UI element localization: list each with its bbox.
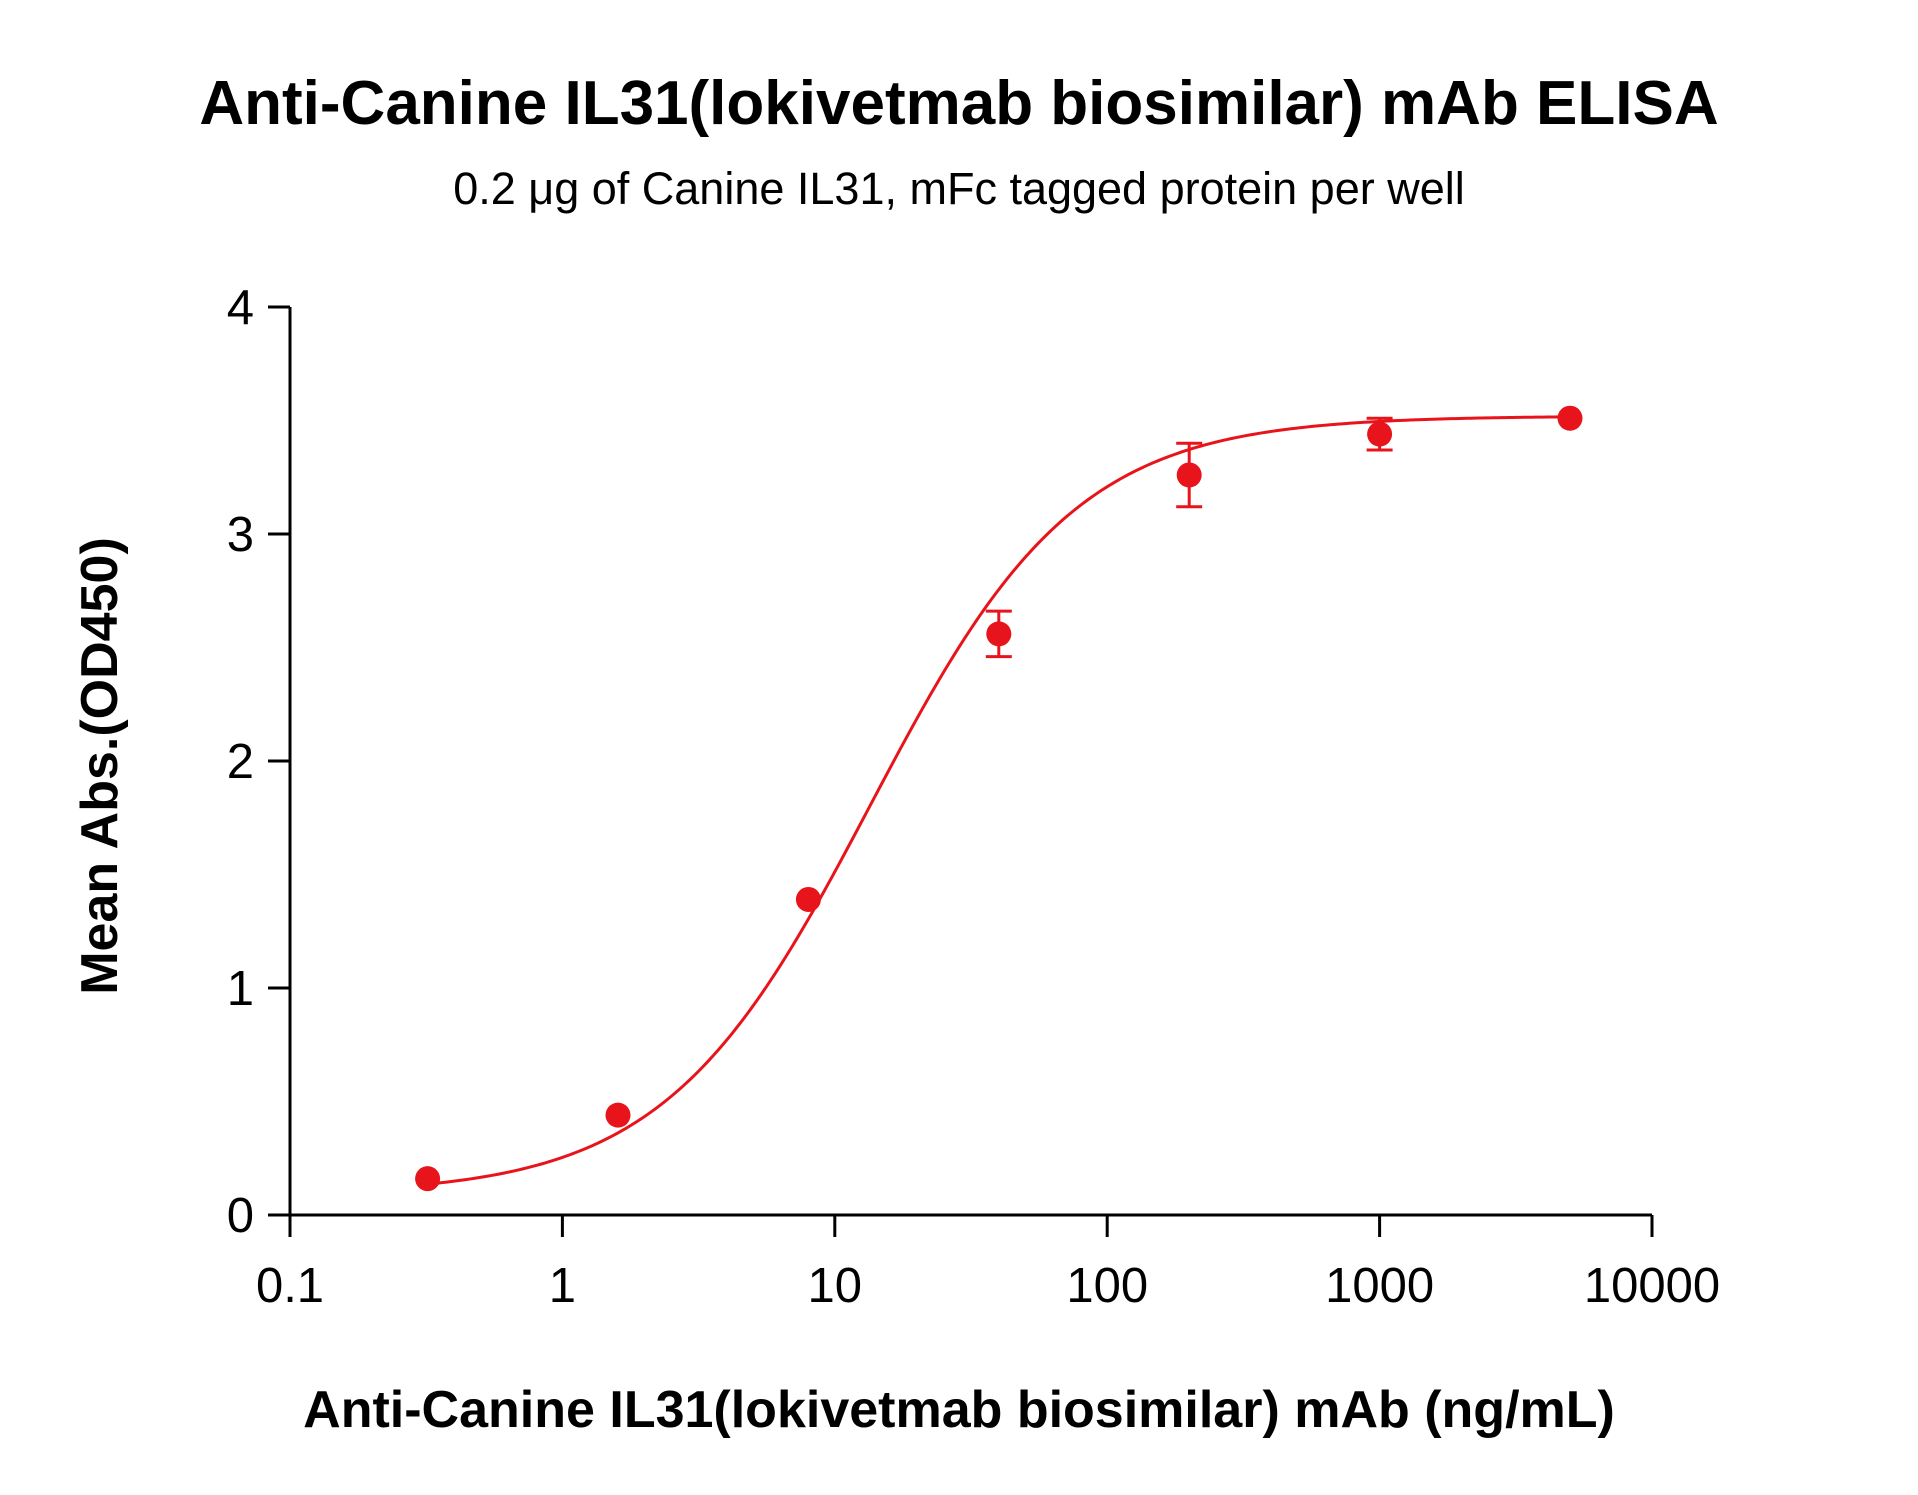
y-tick-label-0: 0 — [227, 1189, 254, 1243]
y-tick-label-1: 1 — [227, 962, 254, 1016]
data-point-3 — [986, 621, 1012, 647]
y-tick-label-3: 3 — [227, 508, 254, 562]
x-tick-label-3: 100 — [1066, 1259, 1148, 1313]
y-tick-label-4: 4 — [227, 281, 254, 335]
data-point-2 — [795, 886, 821, 912]
fit-curve — [427, 415, 1571, 1186]
chart-subtitle: 0.2 μg of Canine IL31, mFc tagged protei… — [453, 163, 1465, 214]
x-tick-label-5: 10000 — [1584, 1259, 1720, 1313]
x-tick-label-1: 1 — [549, 1259, 576, 1313]
data-point-6 — [1557, 405, 1583, 431]
x-tick-label-2: 10 — [808, 1259, 863, 1313]
y-axis-label: Mean Abs.(OD450) — [71, 537, 129, 995]
chart-title: Anti-Canine IL31(lokivetmab biosimilar) … — [199, 69, 1719, 138]
y-tick-label-2: 2 — [227, 735, 254, 789]
data-point-4 — [1176, 462, 1202, 488]
x-tick-label-4: 1000 — [1325, 1259, 1434, 1313]
data-point-5 — [1367, 421, 1393, 447]
x-axis-label: Anti-Canine IL31(lokivetmab biosimilar) … — [303, 1381, 1615, 1439]
x-tick-label-0: 0.1 — [256, 1259, 324, 1313]
data-point-1 — [605, 1102, 631, 1128]
data-point-0 — [415, 1166, 441, 1192]
